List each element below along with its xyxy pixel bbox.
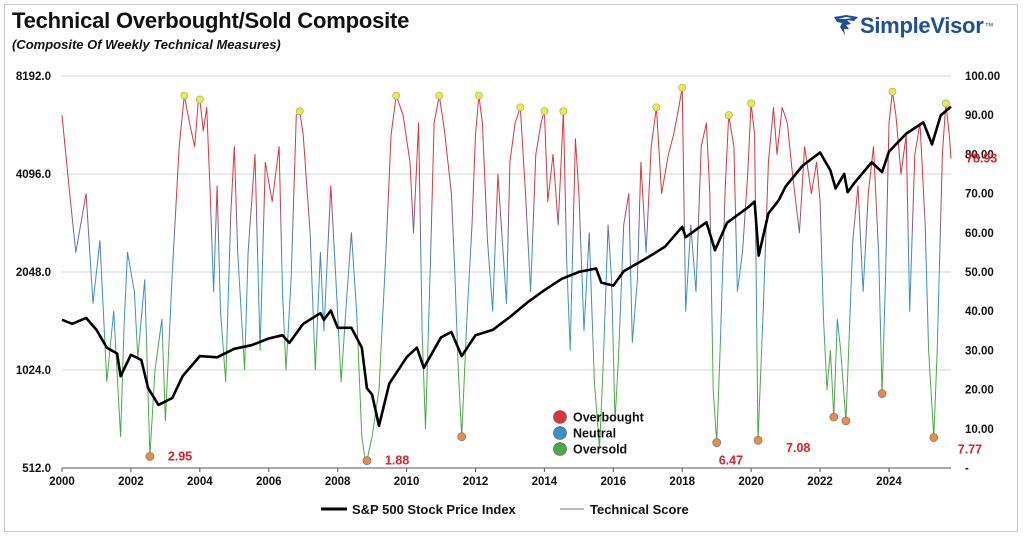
value-annotation: 1.88 — [385, 454, 409, 468]
x-tick-label: 2022 — [807, 476, 833, 488]
y-left-tick-label: 4096.0 — [16, 169, 51, 181]
oversold-marker — [362, 456, 372, 465]
overbought-marker — [540, 107, 549, 116]
oversold-marker — [877, 389, 887, 398]
y-right-tick-label: 70.00 — [965, 189, 994, 201]
x-tick-label: 2006 — [256, 476, 282, 488]
x-tick-label: 2008 — [325, 476, 351, 488]
overbought-marker — [516, 103, 525, 112]
oversold-marker — [829, 412, 839, 422]
chart-subtitle: (Composite Of Weekly Technical Measures) — [12, 37, 281, 52]
overbought-marker — [435, 91, 444, 100]
x-tick-label: 2012 — [463, 476, 489, 488]
value-annotation: 78.93 — [966, 152, 997, 166]
overbought-marker — [724, 111, 733, 120]
overbought-marker — [195, 95, 204, 104]
legend-label-neutral: Neutral — [573, 427, 616, 441]
brand-name: SimpleVisor — [860, 13, 984, 38]
y-left-tick-label: 2048.0 — [16, 267, 51, 279]
x-tick-label: 2010 — [394, 476, 420, 488]
overbought-marker — [888, 87, 897, 96]
x-tick-label: 2014 — [532, 476, 558, 488]
legend-dot-overbought — [553, 410, 567, 424]
value-annotation: 7.77 — [958, 443, 982, 457]
y-left-tick-label: 512.0 — [22, 463, 51, 475]
overbought-marker — [747, 99, 756, 108]
brand-tm: ™ — [984, 21, 994, 31]
legend-label-score: Technical Score — [590, 502, 689, 517]
oversold-marker — [929, 433, 939, 442]
value-annotation: 6.47 — [719, 454, 743, 468]
overbought-marker — [392, 91, 401, 100]
legend-label-oversold: Oversold — [573, 443, 627, 457]
eagle-icon — [834, 15, 858, 35]
legend-dot-neutral — [553, 426, 567, 440]
x-tick-label: 2004 — [187, 476, 213, 488]
oversold-marker — [457, 432, 467, 441]
y-right-tick-label: 100.00 — [965, 71, 1000, 83]
y-left-tick-label: 8192.0 — [16, 71, 51, 83]
y-right-tick-label: - — [965, 463, 969, 475]
value-annotation: 7.08 — [786, 441, 810, 455]
overbought-marker — [180, 91, 189, 100]
y-right-tick-label: 60.00 — [965, 228, 994, 240]
overbought-marker — [559, 107, 568, 116]
overbought-marker — [475, 91, 483, 100]
chart-legend: Overbought Neutral Oversold S&P 500 Stoc… — [321, 410, 689, 517]
chart-title: Technical Overbought/Sold Composite — [12, 8, 410, 33]
value-annotation: 2.95 — [168, 449, 192, 463]
y-right-tick-label: 10.00 — [965, 424, 994, 436]
legend-label-sp500: S&P 500 Stock Price Index — [352, 502, 517, 517]
x-tick-label: 2020 — [738, 476, 764, 488]
chart-frame — [4, 4, 1018, 532]
x-tick-label: 2002 — [118, 476, 144, 488]
oversold-marker — [145, 452, 155, 461]
overbought-marker — [941, 99, 950, 108]
legend-dot-oversold — [553, 442, 567, 456]
sp500-line — [61, 105, 952, 428]
y-right-tick-label: 40.00 — [965, 306, 994, 318]
y-right-tick-label: 50.00 — [965, 267, 994, 279]
oversold-marker — [753, 435, 763, 445]
x-tick-label: 2024 — [876, 476, 902, 488]
overbought-marker — [678, 83, 687, 92]
y-right-tick-label: 90.00 — [965, 110, 994, 122]
oversold-marker — [841, 416, 851, 426]
x-tick-label: 2016 — [601, 476, 627, 488]
overbought-marker — [295, 107, 304, 116]
x-tick-label: 2000 — [49, 476, 75, 488]
y-right-tick-label: 80.00 — [965, 149, 994, 161]
overbought-marker — [652, 103, 661, 112]
oversold-marker — [712, 438, 722, 447]
y-right-tick-label: 30.00 — [965, 345, 994, 357]
legend-label-overbought: Overbought — [573, 411, 645, 425]
brand-logo: SimpleVisor ™ — [832, 13, 993, 39]
technical-score-line — [61, 87, 952, 462]
y-right-tick-label: 20.00 — [965, 385, 994, 397]
x-tick-label: 2018 — [669, 476, 695, 488]
y-left-tick-label: 1024.0 — [16, 365, 51, 377]
